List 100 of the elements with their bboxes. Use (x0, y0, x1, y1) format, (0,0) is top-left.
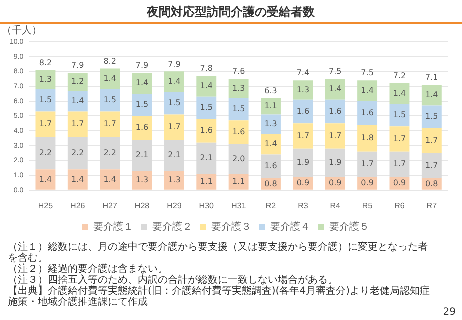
total-label: 7.9 (72, 61, 84, 70)
data-label: 1.4 (39, 174, 52, 184)
data-label: 1.4 (104, 74, 116, 84)
bar (390, 104, 410, 127)
data-label: 1.1 (232, 177, 246, 186)
data-label: 1.7 (104, 119, 116, 128)
data-label: 0.8 (264, 179, 278, 188)
data-label: 1.5 (393, 110, 406, 120)
bar (132, 171, 152, 190)
bar (164, 114, 184, 140)
x-tick-label: H31 (231, 201, 247, 210)
data-label: 1.7 (168, 122, 181, 132)
bar (100, 112, 120, 137)
bar (68, 170, 88, 190)
total-label: 7.2 (393, 72, 406, 81)
y-axis-title: （千人） (2, 24, 42, 37)
data-label: 1.6 (136, 123, 149, 132)
data-label: 1.4 (72, 174, 84, 184)
total-label: 6.3 (264, 86, 278, 96)
data-label: 1.5 (104, 96, 116, 105)
data-label: 1.5 (426, 112, 438, 122)
data-label: 1.3 (296, 85, 310, 94)
data-label: 1.7 (361, 160, 374, 169)
data-label: 1.7 (426, 136, 438, 145)
legend-label: 要介護４ (270, 220, 310, 233)
data-label: 1.4 (72, 96, 84, 106)
bar (132, 73, 152, 94)
bar (36, 112, 56, 137)
total-label: 8.2 (104, 56, 116, 66)
bar (358, 101, 378, 126)
data-label: 1.4 (264, 139, 278, 148)
x-tick-label: R7 (426, 201, 438, 210)
data-label: 0.9 (296, 178, 310, 188)
text: 29 (443, 307, 456, 318)
bar (293, 80, 314, 100)
data-label: 1.4 (426, 90, 438, 100)
bar (132, 140, 152, 172)
data-label: 1.1 (200, 177, 213, 186)
bar (293, 148, 314, 178)
data-label: 1.9 (296, 158, 310, 168)
legend-label: 要介護１ (94, 220, 134, 233)
bar (68, 90, 88, 112)
data-label: 1.5 (136, 100, 149, 110)
bar (358, 152, 378, 178)
bar (68, 136, 88, 170)
total-label: 7.8 (200, 64, 213, 74)
x-tick-label: R4 (330, 201, 342, 210)
data-label: 1.3 (232, 84, 246, 93)
text: （注２）経過的要介護は含まない。 (8, 264, 169, 275)
legend-label: 要介護５ (330, 220, 370, 233)
bar (100, 170, 120, 190)
bar (164, 140, 184, 172)
bar (422, 153, 442, 179)
x-tick-label: H27 (102, 201, 118, 210)
bar (325, 100, 346, 124)
data-label: 1.7 (328, 131, 342, 140)
bar (68, 73, 88, 91)
data-label: 1.5 (200, 103, 213, 112)
x-tick-label: R3 (298, 201, 309, 210)
data-label: 1.7 (72, 119, 84, 128)
bar (261, 154, 281, 179)
data-label: 1.5 (232, 104, 246, 114)
data-label: 1.5 (39, 96, 52, 105)
total-label: 7.6 (232, 67, 246, 76)
bar (36, 89, 56, 112)
bar (164, 72, 184, 92)
data-label: 1.4 (393, 89, 406, 98)
data-label: 2.2 (104, 148, 116, 158)
data-label: 1.7 (393, 160, 406, 169)
bar (390, 126, 410, 152)
bar (100, 89, 120, 112)
data-label: 1.7 (393, 134, 406, 144)
data-label: 0.9 (361, 178, 374, 188)
bar (228, 98, 249, 121)
data-label: 1.6 (232, 128, 246, 137)
x-tick-label: R6 (394, 201, 406, 210)
bar (228, 120, 249, 144)
bar (196, 119, 217, 143)
bar (164, 171, 184, 190)
bar (422, 85, 442, 106)
x-tick-label: H25 (38, 201, 54, 210)
chart-title: 夜間対応型訪問介護の受給者数 (146, 4, 316, 20)
total-label: 7.9 (136, 61, 149, 70)
bar (164, 92, 184, 115)
data-label: 1.3 (39, 74, 52, 84)
bar (261, 134, 281, 155)
total-label: 7.4 (296, 68, 310, 78)
total-label: 7.1 (426, 73, 438, 82)
total-label: 7.5 (328, 67, 342, 76)
data-label: 1.6 (361, 108, 374, 118)
total-label: 7.5 (361, 68, 374, 78)
data-label: 1.4 (104, 174, 116, 184)
bar (390, 152, 410, 178)
bar (358, 80, 378, 102)
x-tick-label: H30 (199, 201, 215, 210)
total-label: 8.2 (39, 58, 52, 68)
data-label: 1.4 (200, 82, 213, 91)
bar (358, 125, 378, 152)
bar (228, 144, 249, 174)
text: （注１）総数には、月の途中で要介護から要支援（又は要支援から要介護）に変更となった者を含む。 (8, 242, 429, 264)
